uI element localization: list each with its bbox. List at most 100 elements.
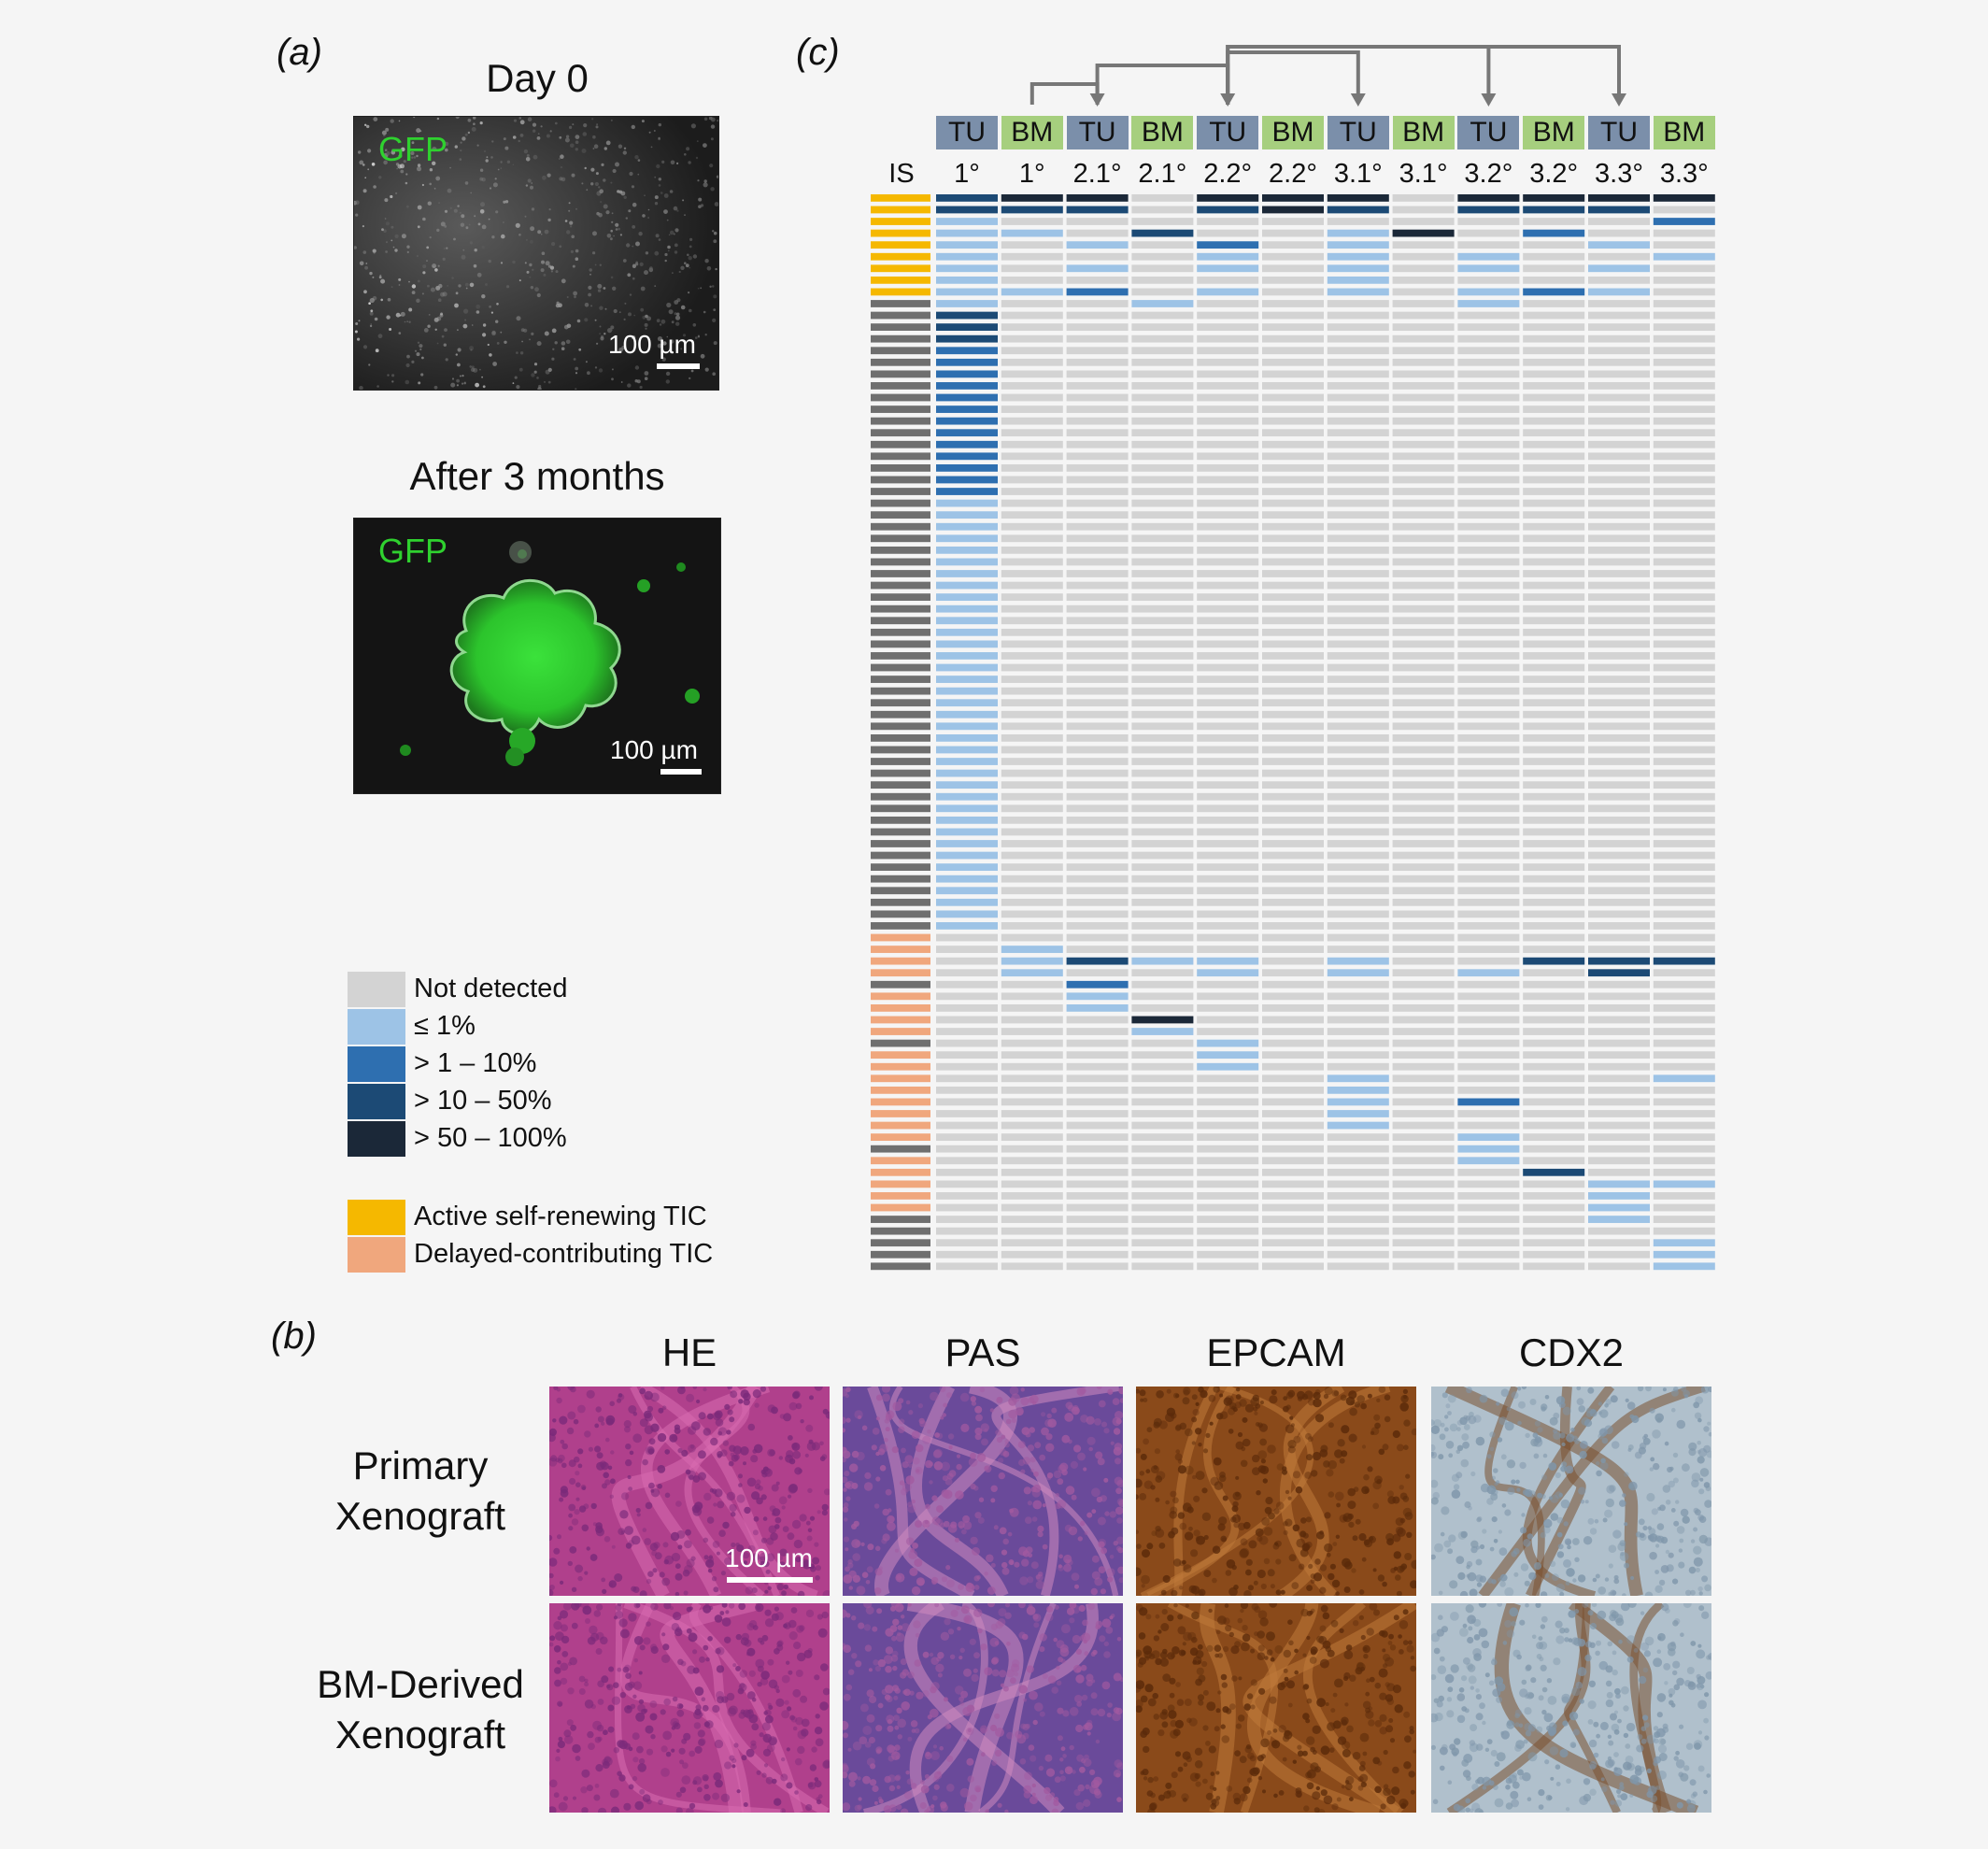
speckle [370,323,372,325]
tissue-nucleus [1706,1773,1711,1778]
tissue-nucleus [1245,1744,1252,1750]
tissue-nucleus [1083,1639,1087,1644]
speckle [380,278,386,284]
arrow-head [1612,93,1626,107]
speckle [406,320,408,322]
speckle [532,268,534,271]
tissue-nucleus [891,1446,899,1454]
heatmap-cell [1457,1168,1520,1176]
heatmap-cell [1588,640,1650,648]
heatmap-cell [1197,1168,1259,1176]
heatmap-cell [1653,1157,1715,1165]
tissue-nucleus [1590,1408,1596,1415]
tissue-nucleus [595,1522,603,1529]
tissue-nucleus [1304,1472,1313,1479]
tissue-nucleus [553,1792,560,1799]
tissue-nucleus [911,1430,920,1439]
tissue-nucleus [1026,1546,1033,1554]
heatmap-cell [936,792,998,801]
tissue-nucleus [1081,1694,1088,1701]
tissue-nucleus [1640,1738,1647,1744]
heatmap-cell [936,1074,998,1083]
speckle [523,149,529,154]
tissue-nucleus [1027,1444,1035,1452]
speckle [411,291,416,294]
tissue-nucleus [778,1456,783,1460]
tissue-nucleus [1033,1622,1040,1629]
heatmap-cell [1327,347,1389,355]
tissue-nucleus [1540,1664,1547,1671]
tissue-nucleus [959,1787,970,1798]
heatmap-cell [1066,476,1129,484]
tissue-nucleus [689,1444,695,1449]
speckle [520,328,525,333]
tissue-nucleus [1399,1620,1409,1629]
speckle [575,257,579,261]
tissue-nucleus [726,1692,735,1701]
tissue-nucleus [1553,1431,1561,1440]
heatmap-cell [1197,687,1259,695]
tissue-nucleus [721,1696,729,1703]
heatmap-cell [1262,264,1324,273]
speckle [621,346,626,350]
stain-header: PAS [944,1330,1021,1374]
heatmap-cell [1588,464,1650,472]
tissue-nucleus [1619,1785,1625,1791]
tissue-nucleus [1245,1558,1253,1566]
tissue-nucleus [1146,1427,1153,1433]
tissue-nucleus [963,1668,972,1677]
heatmap-cell [1197,276,1259,284]
heatmap-cell [1588,1028,1650,1035]
tissue-nucleus [714,1614,723,1623]
tissue-nucleus [795,1402,802,1410]
tissue-nucleus [623,1802,632,1811]
speckle [463,382,466,385]
tissue-nucleus [1097,1458,1105,1466]
tissue-nucleus [585,1618,590,1624]
tissue-nucleus [1384,1415,1391,1423]
tissue-nucleus [697,1739,705,1746]
tissue-nucleus [781,1710,790,1719]
tissue-nucleus [551,1431,556,1437]
tissue-nucleus [946,1392,953,1399]
tissue-nucleus [816,1614,823,1620]
speckle [373,117,378,121]
heatmap-cell [1523,570,1585,577]
speckle [501,234,505,239]
tissue-nucleus [1482,1776,1492,1786]
tissue-nucleus [1704,1692,1710,1698]
tissue-nucleus [1094,1418,1101,1426]
tissue-nucleus [760,1640,765,1645]
tissue-nucleus [1194,1747,1203,1756]
tissue-nucleus [1509,1607,1519,1617]
tissue-nucleus [1250,1679,1257,1686]
heatmap-cell [1392,241,1455,249]
speckle [576,319,581,323]
tissue-nucleus [1457,1572,1466,1580]
speckle [464,133,468,136]
tissue-nucleus [632,1433,643,1444]
tissue-nucleus [801,1718,810,1728]
heatmap-cell [1327,476,1389,484]
tissue-nucleus [924,1773,930,1780]
tissue-nucleus [1319,1658,1329,1669]
tissue-nucleus [1267,1569,1275,1577]
tissue-nucleus [602,1483,607,1489]
heatmap-cell [1327,452,1389,461]
tissue-nucleus [1682,1515,1690,1524]
tissue-nucleus [748,1670,756,1677]
tissue-nucleus [1464,1501,1471,1509]
speckle [482,323,487,327]
tissue-nucleus [1352,1751,1361,1760]
tissue-nucleus [1433,1647,1441,1655]
tissue-nucleus [558,1801,568,1812]
heatmap-cell [1392,628,1455,636]
heatmap-cell [1392,863,1455,872]
heatmap-cell [1653,1203,1715,1212]
tissue-nucleus [1136,1478,1143,1488]
tissue-nucleus [1257,1610,1268,1619]
tissue-nucleus [1179,1422,1187,1430]
heatmap-cell [1262,887,1324,895]
tissue-nucleus [1280,1589,1285,1595]
tissue-nucleus [987,1603,995,1608]
